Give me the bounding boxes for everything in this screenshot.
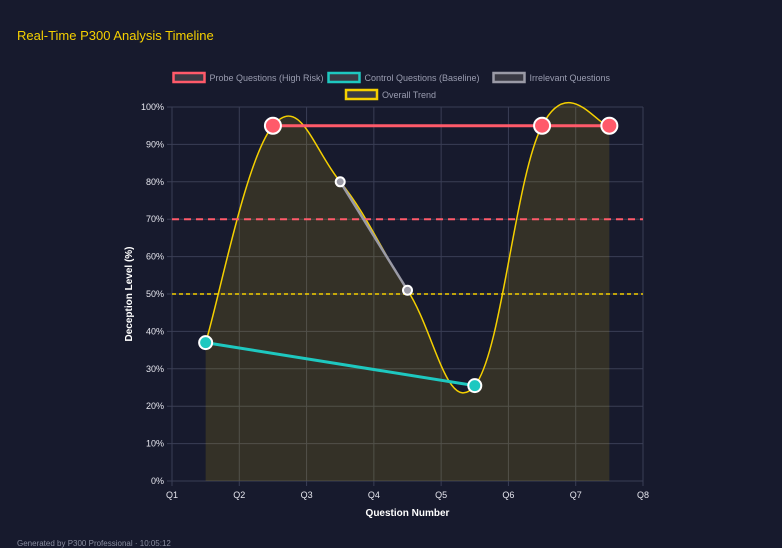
x-axis-title: Question Number xyxy=(366,508,450,519)
data-point xyxy=(402,284,413,296)
series-line xyxy=(205,341,476,388)
y-tick-label: 20% xyxy=(146,401,164,411)
x-tick-label: Q8 xyxy=(637,490,649,500)
y-tick-label: 100% xyxy=(141,102,164,112)
legend-swatch xyxy=(172,71,206,84)
data-point xyxy=(334,176,346,188)
legend-label: Probe Questions (High Risk) xyxy=(210,73,324,83)
y-tick-label: 30% xyxy=(146,364,164,374)
data-point xyxy=(533,116,552,135)
x-tick-label: Q5 xyxy=(435,490,447,500)
x-tick-label: Q6 xyxy=(502,490,514,500)
footer-text: Generated by P300 Professional · 10:05:1… xyxy=(17,539,171,548)
y-axis-title: Deception Level (%) xyxy=(124,246,135,341)
legend-swatch xyxy=(327,71,361,84)
data-point xyxy=(600,116,619,135)
trend-line xyxy=(204,101,610,394)
x-tick-label: Q7 xyxy=(570,490,582,500)
data-point xyxy=(263,116,282,135)
y-tick-label: 0% xyxy=(151,476,164,486)
y-tick-label: 40% xyxy=(146,326,164,336)
legend-swatch xyxy=(492,71,526,84)
x-tick-label: Q3 xyxy=(301,490,313,500)
x-tick-label: Q2 xyxy=(233,490,245,500)
series-line xyxy=(339,181,409,291)
legend-label: Irrelevant Questions xyxy=(530,73,611,83)
data-point xyxy=(467,378,483,394)
legend-label: Control Questions (Baseline) xyxy=(365,73,480,83)
x-tick-label: Q1 xyxy=(166,490,178,500)
y-tick-label: 10% xyxy=(146,439,164,449)
chart-title: Real-Time P300 Analysis Timeline xyxy=(17,28,214,43)
x-tick-label: Q4 xyxy=(368,490,380,500)
y-tick-label: 80% xyxy=(146,177,164,187)
legend-swatch xyxy=(344,88,379,101)
y-tick-label: 90% xyxy=(146,139,164,149)
data-point xyxy=(198,335,214,351)
y-tick-label: 60% xyxy=(146,252,164,262)
y-tick-label: 70% xyxy=(146,214,164,224)
legend-label: Overall Trend xyxy=(382,90,436,100)
y-tick-label: 50% xyxy=(146,289,164,299)
